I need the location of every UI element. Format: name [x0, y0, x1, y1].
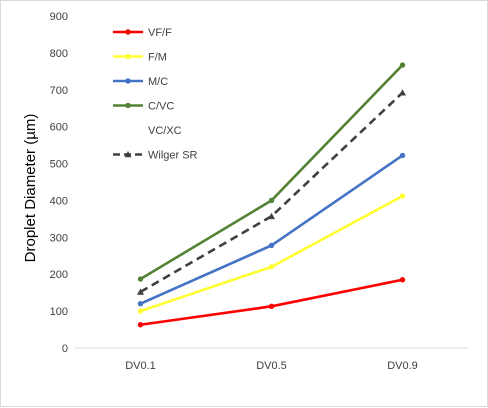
data-point — [136, 288, 145, 295]
y-tick-label: 700 — [50, 85, 68, 97]
legend-entry: C/VC — [113, 101, 174, 113]
legend-label: C/VC — [148, 101, 174, 113]
y-axis-title: Droplet Diameter (µm) — [22, 114, 39, 263]
y-axis-ticks: 0 100 200 300 400 500 600 700 800 900 — [50, 11, 68, 355]
series-vf-f — [137, 277, 406, 328]
data-point — [399, 277, 406, 283]
legend-entry: Wilger SR — [113, 150, 198, 162]
series-c-vc — [137, 62, 406, 282]
y-tick-label: 600 — [50, 122, 68, 134]
legend-entry: VC/XC — [113, 125, 182, 137]
x-axis-ticks: DV0.1 DV0.5 DV0.9 — [125, 360, 418, 372]
y-tick-label: 900 — [50, 11, 68, 23]
data-point — [268, 176, 275, 183]
legend-marker — [125, 53, 131, 60]
legend-marker — [125, 29, 131, 35]
series-line — [139, 91, 404, 294]
data-point — [399, 62, 406, 68]
x-tick-label: DV0.9 — [387, 360, 418, 372]
data-point — [137, 262, 144, 268]
data-point — [268, 303, 275, 310]
data-point — [399, 40, 406, 47]
legend-marker — [125, 127, 131, 133]
data-point — [398, 89, 407, 96]
y-tick-label: 100 — [50, 306, 68, 318]
data-point — [137, 308, 144, 314]
y-tick-label: 400 — [50, 195, 68, 207]
series-m-c — [137, 152, 406, 307]
legend-label: M/C — [148, 76, 168, 88]
series-vc-xc — [137, 40, 406, 268]
y-tick-label: 500 — [50, 159, 68, 171]
y-tick-label: 300 — [50, 232, 68, 244]
legend-label: VF/F — [148, 27, 172, 39]
data-point — [399, 152, 406, 159]
x-tick-label: DV0.1 — [125, 360, 156, 372]
data-point — [399, 193, 406, 199]
series-f-m — [137, 193, 406, 314]
data-point — [268, 197, 275, 204]
data-point — [137, 322, 144, 328]
legend: VF/F F/M M/C C/VC VC/XC Wilger SR — [113, 27, 198, 162]
legend-entry: F/M — [113, 52, 167, 64]
data-point — [137, 301, 144, 307]
series-wilger-sr — [136, 89, 407, 295]
legend-entry: M/C — [113, 76, 168, 88]
y-tick-label: 200 — [50, 269, 68, 281]
data-point — [137, 276, 144, 282]
legend-label: Wilger SR — [148, 150, 198, 162]
legend-marker — [125, 102, 131, 109]
y-tick-label: 800 — [50, 48, 68, 60]
series-layer — [136, 40, 407, 328]
legend-label: VC/XC — [148, 125, 182, 137]
legend-marker — [124, 150, 132, 158]
data-point — [268, 264, 275, 270]
data-point — [268, 242, 275, 249]
legend-entry: VF/F — [113, 27, 172, 39]
legend-label: F/M — [148, 52, 167, 64]
x-tick-label: DV0.5 — [256, 360, 287, 372]
data-point — [267, 212, 276, 220]
legend-marker — [125, 78, 131, 84]
y-tick-label: 0 — [62, 343, 68, 355]
